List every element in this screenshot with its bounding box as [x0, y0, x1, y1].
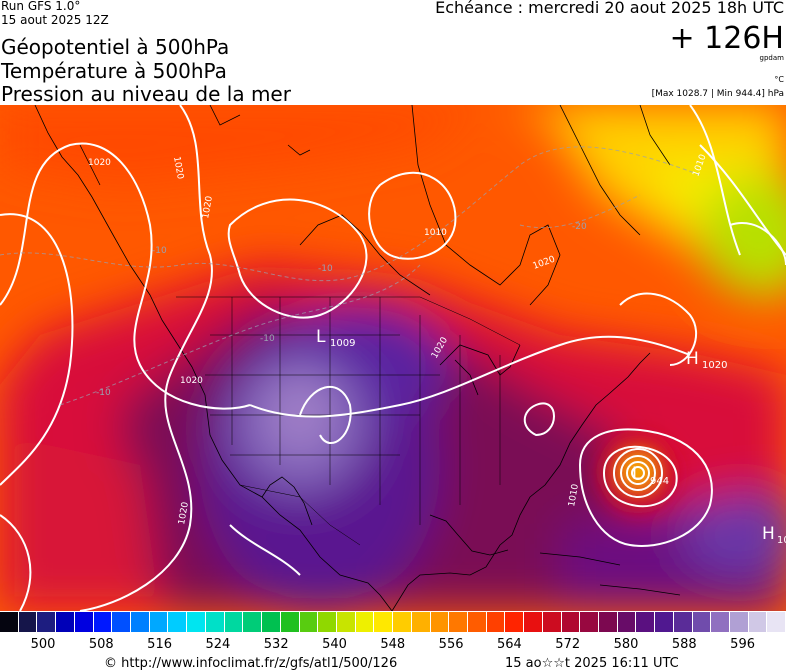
- generated-timestamp: 15 ao☆☆t 2025 16:11 UTC: [505, 656, 679, 671]
- high-center-letter: H: [762, 524, 775, 544]
- color-swatch: [112, 612, 132, 632]
- coastlines: [34, 105, 681, 611]
- high-center-value: 1020: [702, 360, 727, 371]
- color-swatch: [149, 612, 169, 632]
- color-swatch: [411, 612, 431, 632]
- title-pressure: Pression au niveau de la mer: [1, 82, 291, 106]
- geopotential-field: [0, 105, 786, 611]
- color-swatch: [561, 612, 581, 632]
- isotherm-label: -10: [318, 264, 333, 274]
- source-url: © http://www.infoclimat.fr/z/gfs/atl1/50…: [104, 656, 398, 671]
- color-swatch: [692, 612, 712, 632]
- color-scale-tick-label: 500: [30, 637, 56, 652]
- color-scale-tick-label: 596: [730, 637, 756, 652]
- color-swatch: [711, 612, 731, 632]
- low-center-value: 944: [650, 476, 669, 487]
- color-swatch: [187, 612, 206, 632]
- color-scale-tick-label: 572: [555, 637, 581, 652]
- color-swatch: [374, 612, 394, 632]
- isotherm-labels: -10 -10 -10 -20 -10: [96, 222, 587, 398]
- weather-map: 1020 1020 1020 1020 1010 1010 1020 1010 …: [0, 105, 786, 611]
- color-swatch: [748, 612, 768, 632]
- isobar-label: 1010: [567, 483, 581, 508]
- unit-celsius: °C: [774, 75, 784, 84]
- color-swatch: [505, 612, 525, 632]
- isobar-label: 1020: [201, 195, 215, 220]
- borders: [176, 296, 521, 546]
- pressure-max-min: [Max 1028.7 | Min 944.4] hPa: [651, 89, 784, 99]
- color-swatch: [449, 612, 468, 632]
- run-label: Run GFS 1.0°: [1, 0, 81, 13]
- color-swatch: [636, 612, 656, 632]
- pressure-centers: L 1009 H 1020 L 944 H 10: [316, 327, 786, 546]
- color-swatch: [131, 612, 150, 632]
- color-scale-tick-label: 556: [438, 637, 464, 652]
- color-swatch: [0, 612, 19, 632]
- title-geopotential: Géopotentiel à 500hPa: [1, 35, 230, 59]
- color-scale-ticks: 5005085165245325405485565645725805885966…: [0, 637, 786, 655]
- isobar-label: 1020: [180, 376, 203, 386]
- forecast-lead: + 126H: [669, 21, 785, 56]
- color-swatch: [280, 612, 300, 632]
- color-swatch: [74, 612, 94, 632]
- color-swatch: [262, 612, 281, 632]
- color-swatch: [56, 612, 75, 632]
- low-center-letter: L: [632, 464, 642, 484]
- title-temperature: Température à 500hPa: [1, 59, 227, 83]
- color-swatch: [486, 612, 506, 632]
- color-swatch: [599, 612, 618, 632]
- isobars: [0, 105, 786, 611]
- low-center-letter: L: [316, 327, 326, 347]
- color-swatch: [655, 612, 674, 632]
- color-swatch: [93, 612, 113, 632]
- color-swatch: [243, 612, 263, 632]
- color-scale-tick-label: 532: [263, 637, 289, 652]
- color-scale-tick-label: 524: [205, 637, 231, 652]
- color-swatch: [393, 612, 412, 632]
- color-swatch: [299, 612, 319, 632]
- color-swatch: [18, 612, 38, 632]
- color-scale-tick-label: 548: [380, 637, 406, 652]
- color-swatch: [524, 612, 543, 632]
- color-swatch: [355, 612, 375, 632]
- color-swatch: [580, 612, 599, 632]
- isotherm-label: -10: [152, 246, 167, 256]
- low-center-value: 1009: [330, 338, 355, 349]
- color-swatch: [224, 612, 244, 632]
- color-scale-tick-label: 580: [613, 637, 639, 652]
- color-swatch: [336, 612, 356, 632]
- color-swatch: [467, 612, 487, 632]
- isobar-label: 1020: [171, 156, 185, 181]
- isotherm-label: -20: [572, 222, 587, 232]
- isotherm-label: -10: [260, 334, 275, 344]
- run-date: 15 aout 2025 12Z: [1, 13, 109, 27]
- isotherm-label: -10: [96, 388, 111, 398]
- color-scale-tick-label: 588: [671, 637, 697, 652]
- unit-gpdam: gpdam: [759, 54, 784, 62]
- color-swatch: [37, 612, 57, 632]
- color-swatch: [168, 612, 188, 632]
- color-scale-tick-label: 508: [88, 637, 114, 652]
- color-swatch: [318, 612, 337, 632]
- color-swatch: [767, 612, 786, 632]
- color-swatch: [730, 612, 749, 632]
- color-scale: [0, 612, 786, 632]
- high-center-letter: H: [686, 349, 699, 369]
- color-scale-tick-label: 564: [496, 637, 522, 652]
- color-swatch: [430, 612, 450, 632]
- color-scale-tick-label: 540: [322, 637, 347, 652]
- color-swatch: [542, 612, 562, 632]
- high-center-value: 10: [777, 535, 786, 546]
- color-swatch: [205, 612, 225, 632]
- isobar-label: 1020: [177, 501, 191, 526]
- color-scale-tick-label: 516: [147, 637, 173, 652]
- isobar-label: 1020: [88, 158, 111, 168]
- color-swatch: [673, 612, 693, 632]
- color-swatch: [617, 612, 637, 632]
- valid-time: Echéance : mercredi 20 aout 2025 18h UTC: [435, 0, 784, 17]
- isobar-label: 1010: [424, 228, 447, 238]
